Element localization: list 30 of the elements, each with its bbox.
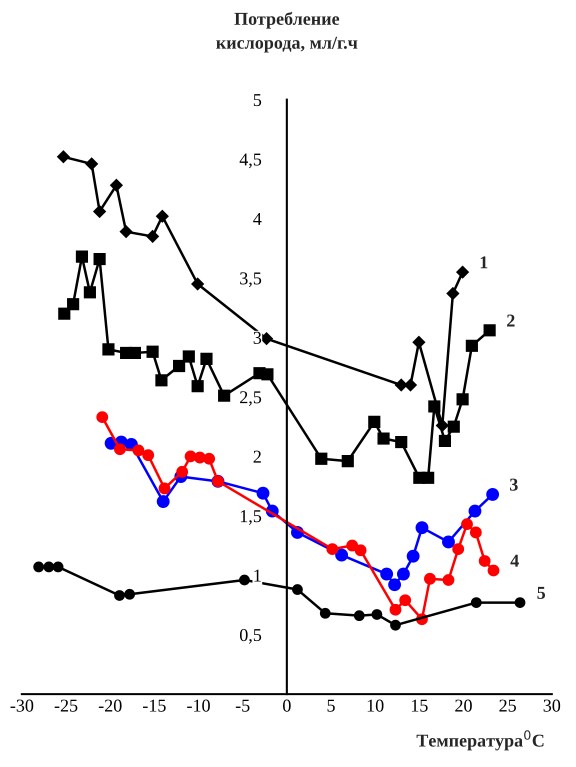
x-tick-label: 25 bbox=[499, 700, 516, 712]
x-tick-label: 0 bbox=[283, 700, 291, 712]
x-tick-label: -15 bbox=[143, 700, 166, 712]
x-tick-label: -25 bbox=[54, 700, 78, 712]
y-tick-label: 2,5 bbox=[240, 391, 262, 406]
x-tick-label: -20 bbox=[98, 700, 122, 712]
y-tick-label: 1 bbox=[254, 570, 261, 582]
y-tick-label: 3,5 bbox=[240, 272, 262, 288]
annotation: 4 bbox=[510, 554, 519, 567]
x-axis-title: Температура$^{0}$C bbox=[416, 730, 544, 750]
annotation: 2 bbox=[507, 314, 515, 326]
y-tick-label: 0,5 bbox=[240, 628, 262, 644]
y-tick-label: 5 bbox=[254, 94, 262, 106]
annotation: 5 bbox=[537, 586, 546, 599]
x-tick-label: 10 bbox=[368, 700, 384, 712]
y-tick-label: 3 bbox=[254, 332, 262, 344]
annotation: 1 bbox=[480, 256, 488, 268]
y-axis-title: Потребление кислорода, мл/г.ч bbox=[216, 12, 358, 52]
y-tick-label: 1,5 bbox=[240, 510, 262, 525]
annotation: 3 bbox=[510, 478, 518, 491]
x-tick-label: -30 bbox=[10, 700, 34, 712]
x-tick-label: 20 bbox=[455, 700, 472, 712]
x-tick-label: 30 bbox=[544, 700, 560, 712]
x-tick-label: -5 bbox=[236, 700, 250, 712]
y-tick-label: 4,5 bbox=[240, 154, 262, 168]
y-tick-label: 4 bbox=[253, 212, 262, 225]
x-tick-label: -10 bbox=[187, 700, 210, 712]
y-tick-label: 2 bbox=[254, 450, 261, 463]
x-tick-label: 15 bbox=[412, 700, 428, 712]
x-tick-label: 5 bbox=[328, 700, 335, 712]
